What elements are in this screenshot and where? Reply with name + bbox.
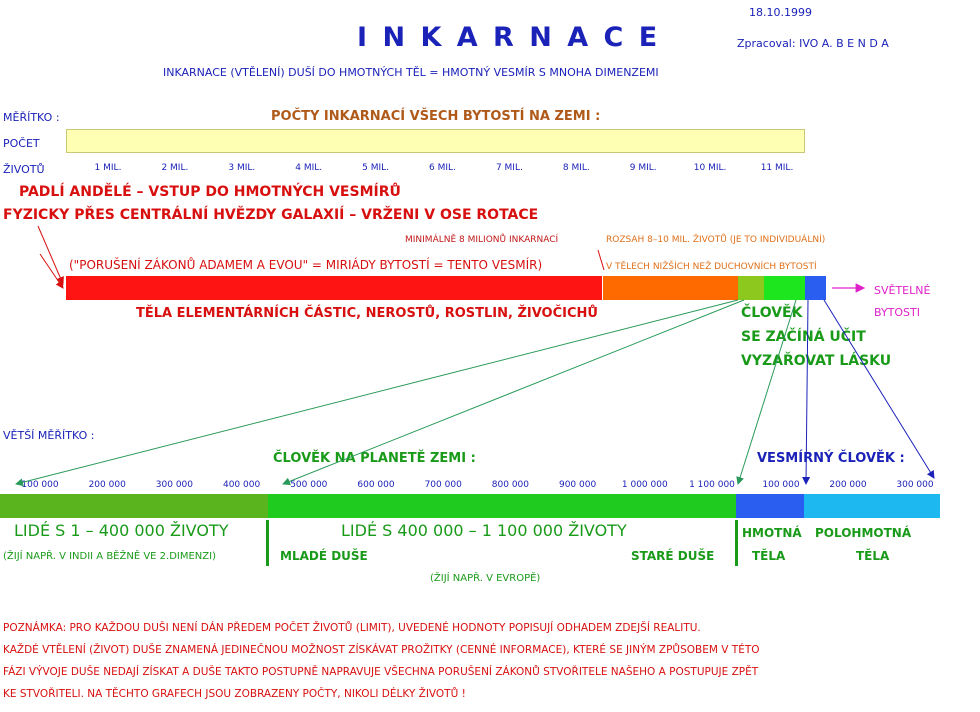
scale-tick: 1 MIL.	[94, 163, 122, 173]
cosmic-scale-tick: 200 000	[829, 480, 867, 490]
light-beings-label-2: BYTOSTI	[874, 306, 920, 319]
people-group-2: LIDÉ S 400 000 – 1 100 000 ŽIVOTY	[341, 521, 627, 540]
bar-blue-segment	[805, 276, 826, 300]
human-label-2: SE ZAČÍNÁ UČIT	[741, 329, 866, 345]
larger-scale-tick: 500 000	[290, 480, 328, 490]
scale-tick: 4 MIL.	[295, 163, 323, 173]
arrow-fallen-angels-1	[37, 225, 64, 285]
lower-bodies-note: V TĚLECH NIŽŠÍCH NEŽ DUCHOVNÍCH BYTOSTÍ	[606, 262, 817, 272]
bar-green-segment	[764, 276, 805, 300]
semi-material-bodies-2: TĚLA	[856, 549, 890, 563]
larger-scale-tick: 700 000	[424, 480, 462, 490]
scale-tick: 3 MIL.	[228, 163, 256, 173]
scale-tick: 7 MIL.	[495, 163, 523, 173]
larger-scale-tick: 200 000	[88, 480, 126, 490]
scale-tick: 10 MIL.	[693, 163, 727, 173]
bar-orange-segment	[603, 276, 738, 300]
young-souls: MLADÉ DUŠE	[280, 549, 368, 563]
material-bodies-1: HMOTNÁ	[742, 526, 802, 540]
larger-scale-tick: 800 000	[491, 480, 529, 490]
violation-note: ("PORUŠENÍ ZÁKONŮ ADAMEM A EVOU" = MIRIÁ…	[69, 258, 543, 272]
arrow-range-note	[597, 249, 605, 271]
bar2-blue-segment	[736, 494, 804, 518]
scale-tick: 8 MIL.	[562, 163, 590, 173]
scale-tick: 9 MIL.	[629, 163, 657, 173]
cosmic-scale-tick: 100 000	[762, 480, 800, 490]
arrow-to-left-start	[15, 299, 739, 487]
fallen-angels-text: PADLÍ ANDĚLÉ – VSTUP DO HMOTNÝCH VESMÍRŮ	[19, 184, 401, 200]
scale-label: MĚŘÍTKO :	[3, 111, 60, 124]
bar-olive-segment	[738, 276, 764, 300]
larger-scale-tick: 900 000	[558, 480, 597, 490]
larger-scale-tick: 600 000	[357, 480, 395, 490]
note-line-3: FÁZI VÝVOJE DUŠE NEDAJÍ ZÍSKAT A DUŠE TA…	[3, 666, 759, 678]
note-line-1: POZNÁMKA: PRO KAŽDOU DUŠI NENÍ DÁN PŘEDE…	[3, 622, 701, 634]
people-group-1: LIDÉ S 1 – 400 000 ŽIVOTY	[14, 521, 229, 540]
min-incarnations-note: MINIMÁLNĚ 8 MILIONŮ INKARNACÍ	[405, 235, 559, 245]
bar2-green-segment	[268, 494, 736, 518]
larger-scale-tick: 100 000	[21, 480, 59, 490]
scale-tick: 5 MIL.	[362, 163, 390, 173]
arrow-to-500000	[282, 299, 745, 486]
scale-heading: POČTY INKARNACÍ VŠECH BYTOSTÍ NA ZEMI :	[271, 109, 601, 124]
divider-line-2	[735, 520, 738, 566]
range-note: ROZSAH 8–10 MIL. ŽIVOTŮ (JE TO INDIVIDUÁ…	[606, 235, 826, 245]
larger-scale-tick: 400 000	[222, 480, 261, 490]
bar2-cyan-segment	[804, 494, 940, 518]
arrow-to-300000-cosmic	[823, 299, 935, 479]
larger-scale-label: VĚTŠÍ MĚŘÍTKO :	[3, 429, 95, 442]
arrow-to-1100000	[736, 299, 797, 485]
divider-line-1	[266, 520, 269, 566]
scale-tick: 2 MIL.	[161, 163, 189, 173]
bar2-grass-segment	[0, 494, 268, 518]
people-group-1-note: (ŽIJÍ NAPŘ. V INDII A BĚŽNĚ VE 2.DIMENZI…	[3, 551, 216, 562]
larger-scale-tick: 1 100 000	[689, 480, 735, 490]
arrow-to-100000-cosmic	[802, 299, 811, 485]
author-label: Zpracoval: IVO A. B E N D A	[737, 37, 889, 50]
larger-scale-tick: 1 000 000	[621, 480, 668, 490]
bar-red-segment	[66, 276, 602, 300]
yellow-scale-bar	[66, 129, 805, 153]
row-label-lives: ŽIVOTŮ	[3, 163, 45, 176]
scale-tick: 11 MIL.	[760, 163, 794, 173]
row-label-count: POČET	[3, 137, 40, 150]
galaxy-entry-text: FYZICKY PŘES CENTRÁLNÍ HVĚZDY GALAXIÍ – …	[3, 207, 539, 223]
date-label: 18.10.1999	[749, 6, 812, 19]
arrow-fallen-angels-2	[39, 253, 64, 289]
semi-material-bodies-1: POLOHMOTNÁ	[815, 526, 912, 540]
larger-scale-tick: 300 000	[155, 480, 193, 490]
cosmic-human-heading: VESMÍRNÝ ČLOVĚK :	[757, 451, 905, 466]
cosmic-scale-tick: 300 000	[896, 480, 934, 490]
note-line-4: KE STVOŘITELI. NA TĚCHTO GRAFECH JSOU ZO…	[3, 688, 466, 700]
subtitle: INKARNACE (VTĚLENÍ) DUŠÍ DO HMOTNÝCH TĚL…	[163, 66, 659, 79]
page-title: I N K A R N A C E	[357, 22, 661, 53]
light-beings-label-1: SVĚTELNÉ	[874, 284, 931, 297]
human-label-1: ČLOVĚK	[741, 305, 803, 321]
old-souls: STARÉ DUŠE	[631, 549, 715, 563]
scale-tick: 6 MIL.	[429, 163, 456, 173]
bodies-note: TĚLA ELEMENTÁRNÍCH ČÁSTIC, NEROSTŮ, ROST…	[136, 306, 598, 321]
material-bodies-2: TĚLA	[752, 549, 786, 563]
note-line-2: KAŽDÉ VTĚLENÍ (ŽIVOT) DUŠE ZNAMENÁ JEDIN…	[3, 644, 760, 656]
people-group-2-note: (ŽIJÍ NAPŘ. V EVROPĚ)	[430, 573, 541, 584]
earth-human-heading: ČLOVĚK NA PLANETĚ ZEMI :	[273, 451, 476, 466]
